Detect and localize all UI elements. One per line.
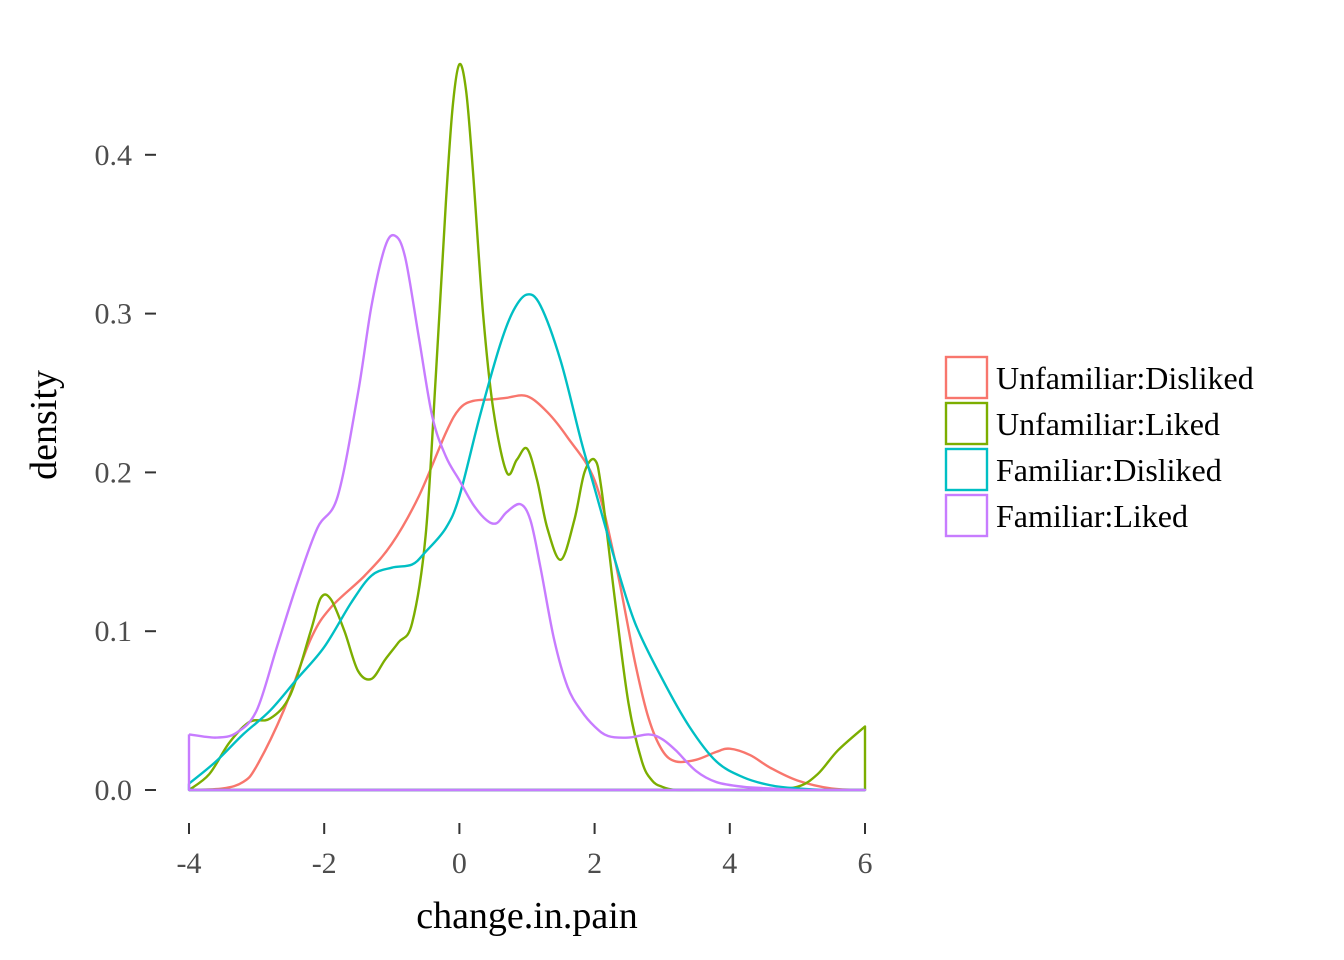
y-tick-label: 0.4 — [95, 139, 133, 172]
x-tick-label: 6 — [858, 847, 873, 880]
plot-area — [187, 62, 867, 792]
x-tick-label: 0 — [452, 847, 467, 880]
y-axis-title: density — [23, 370, 65, 480]
y-tick-label: 0.2 — [95, 456, 133, 489]
series-line-familiar-disliked — [187, 293, 867, 792]
y-tick-label: 0.0 — [95, 774, 133, 807]
x-tick-label: -2 — [312, 847, 337, 880]
series-line-unfamiliar-liked — [188, 62, 867, 792]
x-axis: -4 -2 0 2 4 6 — [177, 823, 873, 880]
x-axis-title: change.in.pain — [416, 895, 638, 937]
series-line-familiar-liked — [187, 233, 867, 792]
legend: Unfamiliar:Disliked Unfamiliar:Liked Famil… — [944, 355, 1254, 538]
y-tick-label: 0.3 — [95, 298, 133, 331]
x-tick-label: -4 — [177, 847, 202, 880]
legend-label-familiar-liked: Familiar:Liked — [996, 498, 1188, 534]
legend-label-unfamiliar-disliked: Unfamiliar:Disliked — [996, 360, 1254, 396]
x-tick-label: 4 — [722, 847, 737, 880]
series-line-unfamiliar-disliked — [188, 394, 867, 792]
legend-key-familiar-disliked — [944, 447, 989, 492]
legend-label-unfamiliar-liked: Unfamiliar:Liked — [996, 406, 1220, 442]
legend-key-unfamiliar-disliked — [944, 355, 989, 400]
legend-key-unfamiliar-liked — [944, 401, 989, 446]
x-tick-label: 2 — [587, 847, 602, 880]
legend-key-familiar-liked — [944, 493, 989, 538]
y-tick-label: 0.1 — [95, 615, 133, 648]
y-axis: 0.0 0.1 0.2 0.3 0.4 — [95, 139, 156, 807]
legend-label-familiar-disliked: Familiar:Disliked — [996, 452, 1222, 488]
